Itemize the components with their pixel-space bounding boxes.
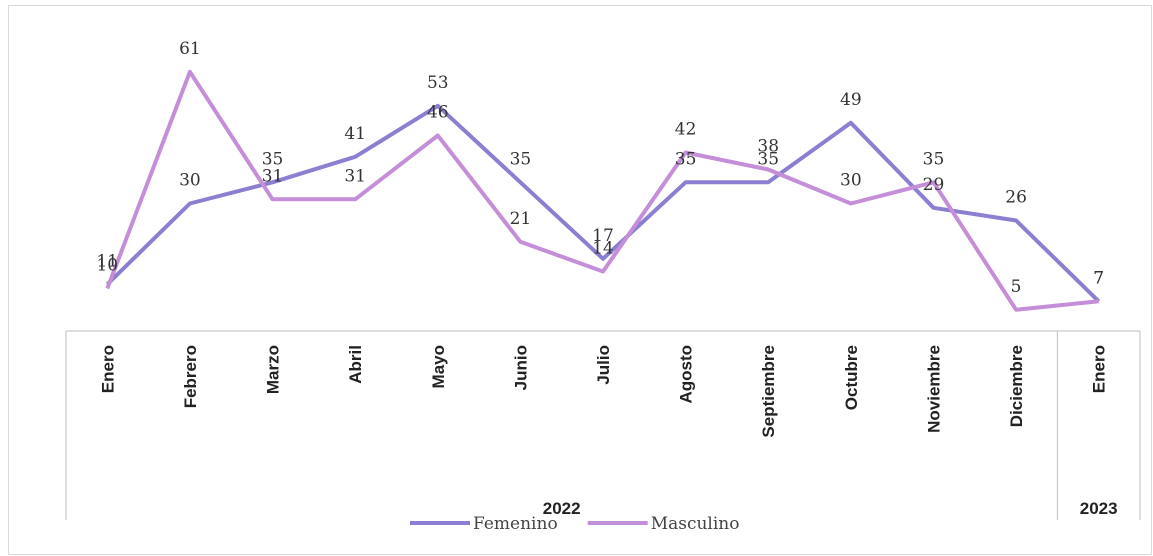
x-tick-label: Noviembre	[924, 345, 943, 433]
data-label: 42	[675, 120, 697, 140]
line-series	[105, 69, 1099, 312]
data-label: 31	[262, 166, 284, 186]
data-label: 35	[262, 149, 284, 169]
chart-frame	[8, 5, 1152, 555]
data-label: 17	[592, 226, 614, 246]
data-label: 29	[923, 175, 945, 195]
legend-label: Masculino	[651, 514, 740, 534]
x-tick-label: Julio	[594, 345, 613, 385]
x-tick-label: Agosto	[677, 345, 696, 404]
x-tick-label: Marzo	[264, 345, 283, 394]
data-label: 10	[96, 256, 118, 276]
x-tick-label: Mayo	[429, 345, 448, 388]
x-tick-label: Enero	[1090, 345, 1109, 393]
data-label: 53	[427, 73, 449, 93]
data-label: 11	[96, 251, 118, 271]
data-label: 30	[840, 171, 862, 191]
data-label: 38	[757, 137, 779, 157]
x-tick-label: Abril	[346, 345, 365, 384]
x-tick-label: Junio	[511, 345, 530, 390]
data-label: 7	[1093, 268, 1104, 288]
data-label: 31	[344, 166, 366, 186]
x-tick-label: Octubre	[842, 345, 861, 410]
data-label: 49	[840, 90, 862, 110]
data-label: 35	[510, 149, 532, 169]
data-label: 61	[179, 39, 201, 59]
data-label: 7	[1093, 268, 1104, 288]
data-label: 35	[923, 149, 945, 169]
data-label: 21	[510, 209, 532, 229]
x-tick-label: Febrero	[181, 345, 200, 408]
x-tick-label: Enero	[98, 345, 117, 393]
line-series	[105, 103, 1101, 303]
data-label: 30	[179, 171, 201, 191]
data-label: 41	[344, 124, 366, 144]
x-group-label: 2023	[1080, 499, 1118, 518]
data-label: 35	[675, 149, 697, 169]
data-label: 46	[427, 103, 449, 123]
data-label: 14	[592, 239, 614, 259]
data-label: 5	[1011, 277, 1022, 297]
data-label: 26	[1005, 188, 1027, 208]
x-group-label: 2022	[543, 499, 581, 518]
x-tick-label: Diciembre	[1007, 345, 1026, 427]
x-tick-label: Septiembre	[759, 345, 778, 438]
legend-label: Femenino	[473, 514, 558, 534]
data-label: 35	[757, 149, 779, 169]
